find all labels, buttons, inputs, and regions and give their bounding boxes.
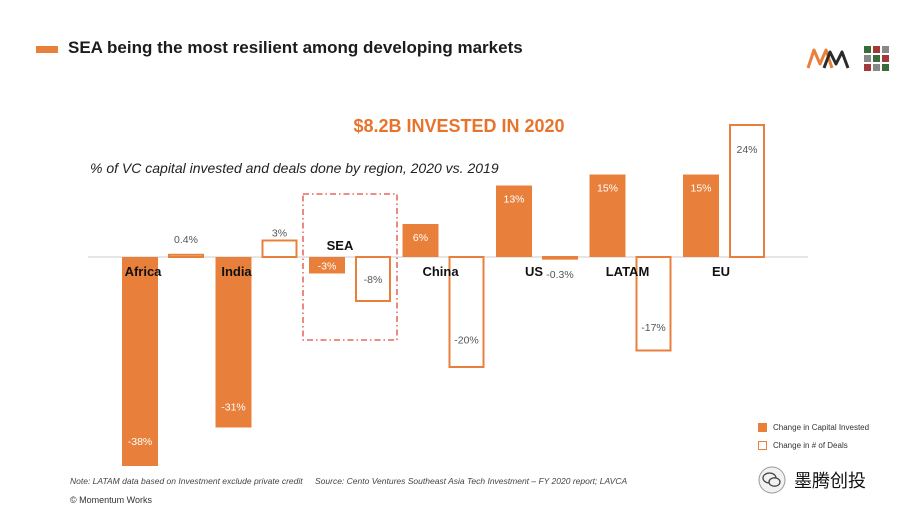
data-label-capital-eu: 15% [690, 183, 711, 195]
data-label-capital-africa: -38% [128, 436, 153, 448]
category-label-sea: SEA [327, 238, 354, 253]
grid-icon [864, 46, 889, 71]
legend-label-capital: Change in Capital Invested [773, 422, 870, 432]
legend-label-deals: Change in # of Deals [773, 440, 848, 450]
bar-deals-latam [635, 256, 672, 352]
data-label-deals-china: -20% [454, 335, 479, 347]
data-label-capital-india: -31% [221, 401, 246, 413]
bar-capital-us [496, 185, 532, 257]
data-label-capital-us: 13% [503, 194, 524, 206]
bar-capital-eu [683, 174, 719, 257]
data-label-deals-india: 3% [272, 228, 287, 240]
bar-capital-china [402, 224, 439, 257]
category-label-africa: Africa [125, 264, 163, 279]
category-label-eu: EU [712, 264, 730, 279]
chart-legend: Change in Capital Invested Change in # o… [758, 418, 869, 454]
bar-capital-latam [589, 174, 626, 257]
footnote-note: Note: LATAM data based on Investment exc… [70, 476, 303, 486]
bar-capital-africa [122, 257, 158, 466]
legend-item-capital: Change in Capital Invested [758, 418, 869, 436]
bar-deals-us [542, 256, 578, 260]
bar-deals-eu [729, 124, 765, 258]
watermark: 墨腾创投 [758, 466, 866, 494]
bar-deals-india [261, 239, 298, 258]
bar-capital-sea [309, 257, 345, 274]
data-label-deals-latam: -17% [641, 322, 666, 334]
momentum-works-logo [806, 46, 889, 71]
legend-item-deals: Change in # of Deals [758, 436, 869, 454]
copyright: © Momentum Works [70, 495, 152, 505]
title-accent-bar [36, 46, 58, 53]
footnote: Note: LATAM data based on Investment exc… [70, 476, 627, 486]
category-label-india: India [221, 264, 252, 279]
headline: $8.2B INVESTED IN 2020 [353, 116, 565, 136]
data-label-deals-sea: -8% [364, 274, 383, 286]
bar-capital-india [215, 257, 252, 428]
bar-deals-africa [168, 253, 204, 259]
data-label-capital-china: 6% [413, 232, 428, 244]
legend-swatch-deals [758, 440, 767, 450]
category-label-china: China [422, 264, 459, 279]
slide-title: SEA being the most resilient among devel… [68, 38, 523, 57]
sea-highlight-box [302, 193, 398, 341]
data-label-deals-us: -0.3% [546, 269, 573, 281]
category-label-latam: LATAM [606, 264, 650, 279]
data-label-capital-sea: -3% [318, 260, 337, 272]
mw-logo-mark [806, 48, 850, 69]
data-label-capital-latam: 15% [597, 183, 618, 195]
data-label-deals-africa: 0.4% [174, 234, 198, 246]
legend-swatch-capital [758, 422, 767, 432]
footnote-source: Source: Cento Ventures Southeast Asia Te… [315, 476, 628, 486]
data-label-deals-eu: 24% [736, 144, 757, 156]
watermark-text: 墨腾创投 [794, 471, 866, 491]
category-label-us: US [525, 264, 543, 279]
chart-subtitle: % of VC capital invested and deals done … [90, 160, 499, 176]
wechat-icon [758, 466, 786, 494]
bar-deals-sea [355, 256, 391, 302]
bar-deals-china [448, 256, 485, 368]
